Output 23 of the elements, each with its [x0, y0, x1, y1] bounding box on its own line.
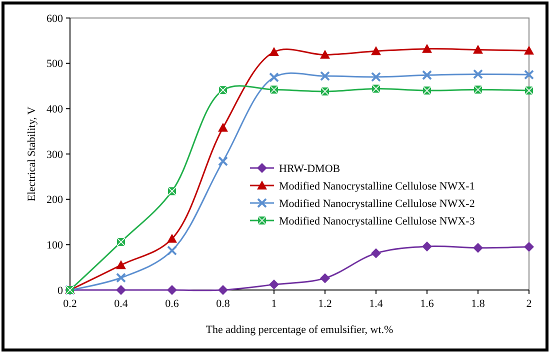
- x-axis-title: The adding percentage of emulsifier, wt.%: [206, 324, 394, 336]
- legend-label: Modified Nanocrystalline Cellulose NWX-2: [279, 198, 475, 210]
- y-tick-label: 200: [46, 194, 64, 206]
- legend-label: Modified Nanocrystalline Cellulose NWX-3: [279, 215, 476, 228]
- x-tick-label: 0.8: [216, 298, 230, 310]
- legend-label: HRW-DMOB: [279, 162, 340, 175]
- x-tick-label: 1.6: [420, 298, 434, 310]
- y-tick-label: 600: [46, 12, 64, 25]
- x-tick-label: 1.2: [318, 298, 332, 310]
- y-tick-label: 500: [46, 58, 64, 70]
- x-tick-label: 2: [526, 298, 532, 310]
- x-tick-label: 1: [271, 298, 277, 310]
- y-tick-label: 300: [46, 148, 64, 161]
- x-tick-label: 0.2: [63, 298, 77, 310]
- y-tick-label: 0: [58, 284, 64, 297]
- y-tick-label: 100: [46, 240, 64, 252]
- x-tick-label: 0.4: [114, 298, 128, 310]
- x-tick-label: 1.4: [369, 298, 384, 310]
- x-tick-label: 1.8: [471, 298, 486, 310]
- y-axis-title: Electrical Stability, V: [26, 106, 38, 202]
- legend-label: Modified Nanocrystalline Cellulose NWX-1: [279, 180, 475, 192]
- y-tick-label: 400: [46, 104, 64, 116]
- x-tick-label: 0.6: [165, 298, 180, 310]
